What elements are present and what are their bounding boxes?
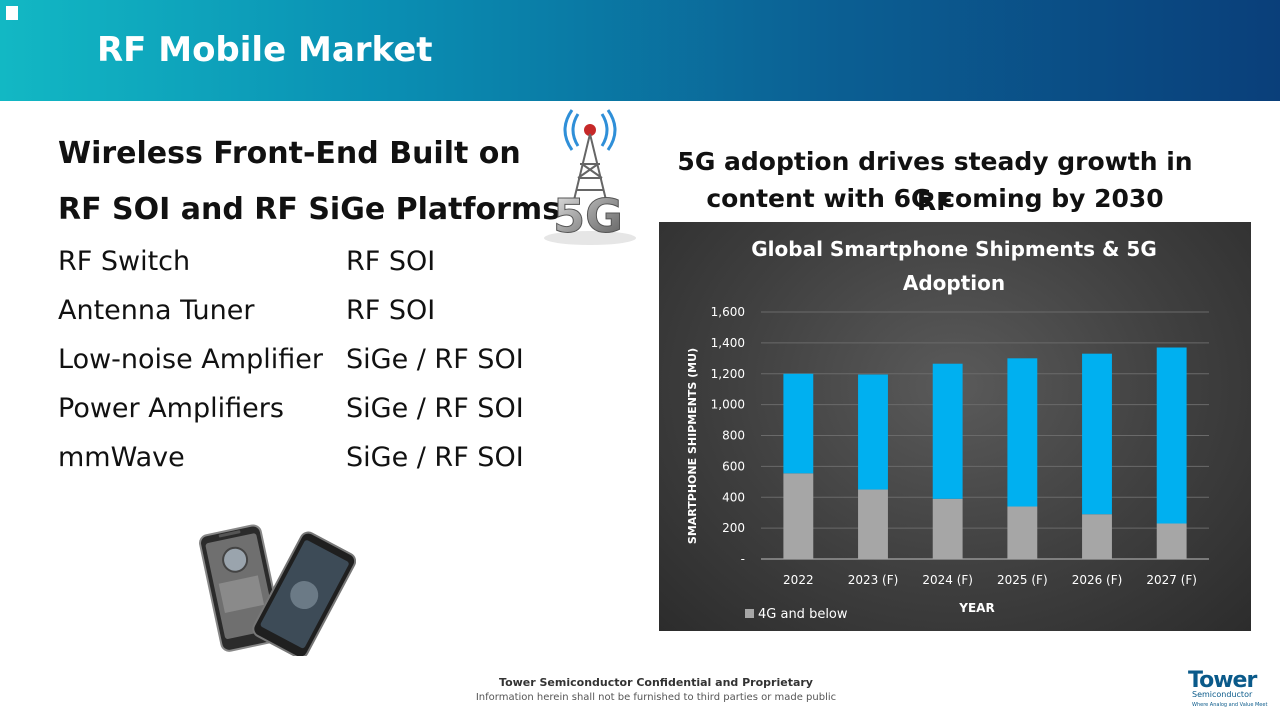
shipments-chart: Global Smartphone Shipments & 5G Adoptio… <box>686 237 1209 622</box>
page-title: RF Mobile Market <box>97 30 433 70</box>
bar-4g-and-below <box>858 489 888 559</box>
y-axis-title: SMARTPHONE SHIPMENTS (MU) <box>686 348 699 544</box>
component-name: mmWave <box>58 442 185 473</box>
5g-tower-icon: 5G <box>544 109 636 245</box>
chart-title-line1: Global Smartphone Shipments & 5G <box>751 237 1157 261</box>
y-tick-label: 1,200 <box>711 367 745 381</box>
5g-badge-text: 5G <box>553 189 623 243</box>
bar-4g-and-below <box>1156 523 1187 559</box>
right-headline-line1: 5G adoption drives steady growth in RF <box>677 147 1193 216</box>
header-banner: RF Mobile Market <box>0 0 1280 101</box>
x-axis-title: YEAR <box>958 601 994 615</box>
bar-5g <box>1156 347 1187 524</box>
component-platform: SiGe / RF SOI <box>346 442 524 473</box>
component-platform: SiGe / RF SOI <box>346 393 524 424</box>
bar-5g <box>1007 358 1038 507</box>
y-tick-label: 1,000 <box>711 398 745 412</box>
component-platform: SiGe / RF SOI <box>346 344 524 375</box>
component-platform: RF SOI <box>346 295 436 326</box>
y-tick-label: 800 <box>722 429 745 443</box>
legend-swatch <box>745 609 754 618</box>
component-name: RF Switch <box>58 246 191 277</box>
footer-confidential: Tower Semiconductor Confidential and Pro… <box>499 676 813 689</box>
y-tick-label: 400 <box>722 490 745 504</box>
x-tick-label: 2026 (F) <box>1072 573 1123 587</box>
chart-title-line2: Adoption <box>903 271 1005 295</box>
logo-word: Tower <box>1188 668 1257 693</box>
right-headline-line2: content with 6G coming by 2030 <box>706 184 1164 213</box>
company-logo: Tower Semiconductor Where Analog and Val… <box>1188 668 1268 712</box>
logo-tag: Where Analog and Value Meet <box>1192 702 1268 708</box>
y-tick-label: 600 <box>722 459 745 473</box>
x-tick-label: 2024 (F) <box>922 573 973 587</box>
y-tick-label: 1,600 <box>711 305 745 319</box>
bar-5g <box>932 363 963 499</box>
y-tick-label: 1,400 <box>711 336 745 350</box>
component-name: Low-noise Amplifier <box>58 344 323 375</box>
section-title-line1: Wireless Front-End Built on <box>58 136 521 171</box>
bar-5g <box>858 374 888 490</box>
x-tick-label: 2023 (F) <box>848 573 899 587</box>
x-tick-label: 2025 (F) <box>997 573 1048 587</box>
corner-mark <box>6 6 18 20</box>
footer-disclaimer: Information herein shall not be furnishe… <box>475 692 837 703</box>
bar-4g-and-below <box>1007 506 1038 559</box>
bar-4g-and-below <box>932 498 963 559</box>
section-title-line2: RF SOI and RF SiGe Platforms <box>58 192 561 227</box>
component-name: Power Amplifiers <box>58 393 284 424</box>
component-name: Antenna Tuner <box>58 295 255 326</box>
smartphones-icon <box>199 524 356 656</box>
logo-sub: Semiconductor <box>1192 690 1253 699</box>
bar-4g-and-below <box>783 473 814 559</box>
chart-panel: Global Smartphone Shipments & 5G Adoptio… <box>659 222 1251 631</box>
component-platform: RF SOI <box>346 246 436 277</box>
bar-5g <box>1082 353 1112 515</box>
bar-5g <box>783 373 814 474</box>
bar-4g-and-below <box>1082 514 1112 559</box>
x-tick-label: 2022 <box>783 573 814 587</box>
y-tick-label: 200 <box>722 521 745 535</box>
legend-label: 4G and below <box>758 607 848 622</box>
x-tick-label: 2027 (F) <box>1146 573 1197 587</box>
y-tick-label: - <box>741 552 745 566</box>
